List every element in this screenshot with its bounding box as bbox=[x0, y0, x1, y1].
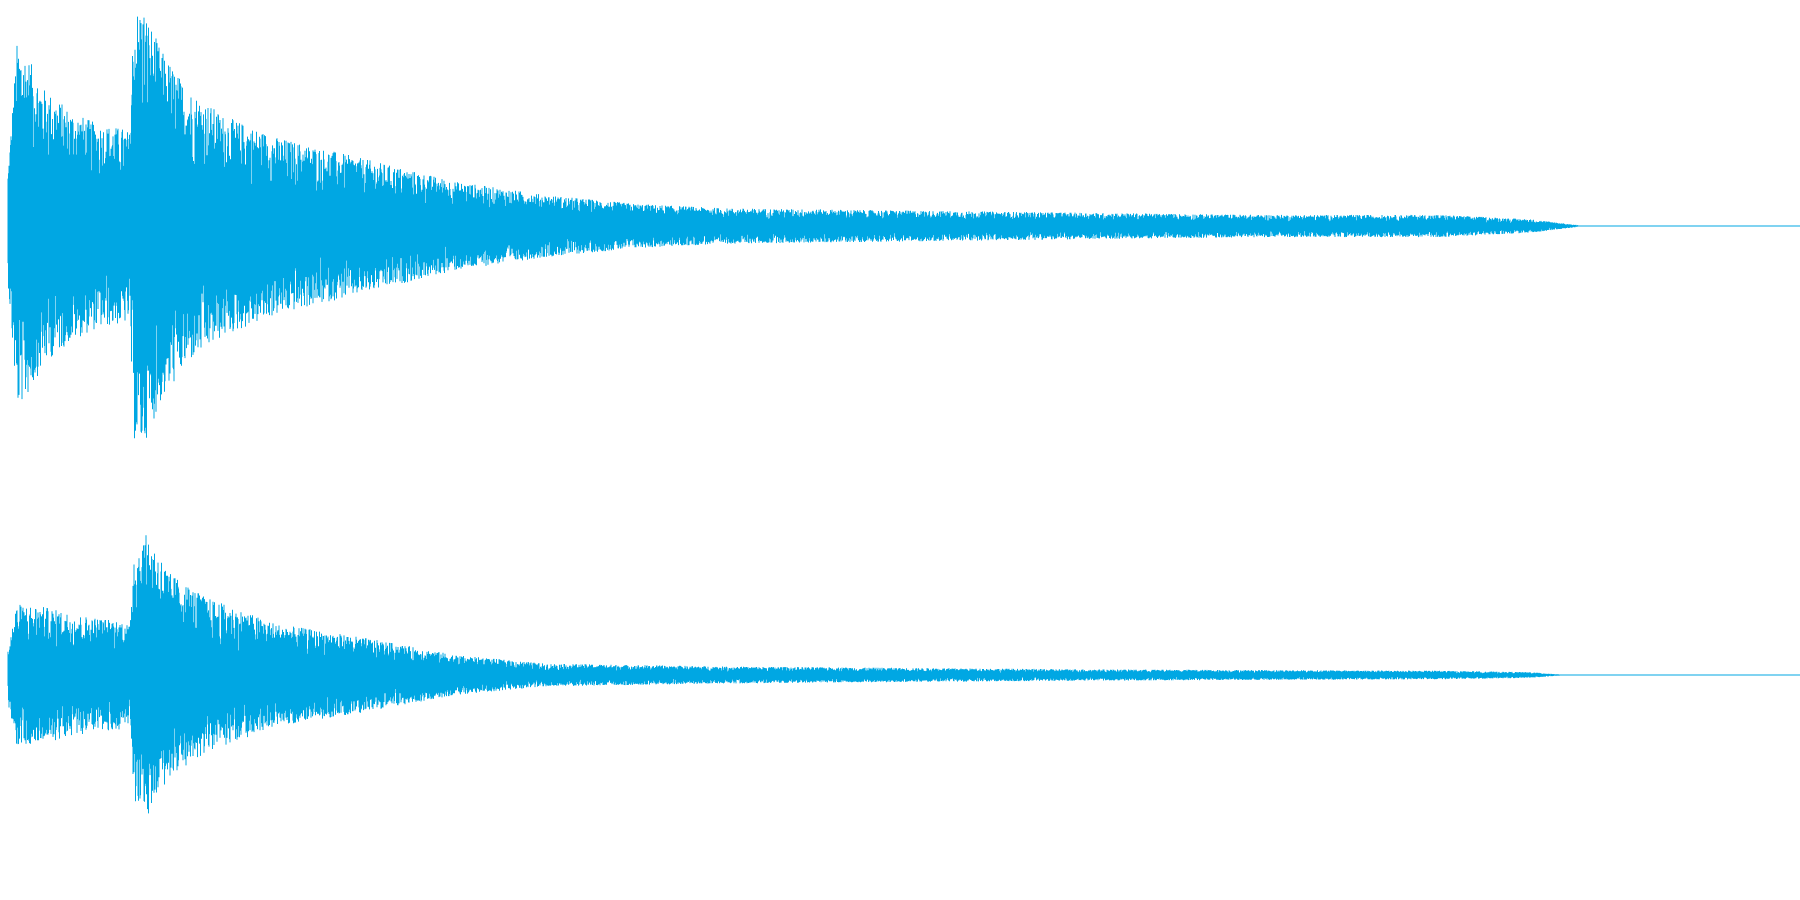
channel-2-waveform bbox=[7, 535, 1800, 814]
channel-1-waveform bbox=[7, 16, 1800, 439]
